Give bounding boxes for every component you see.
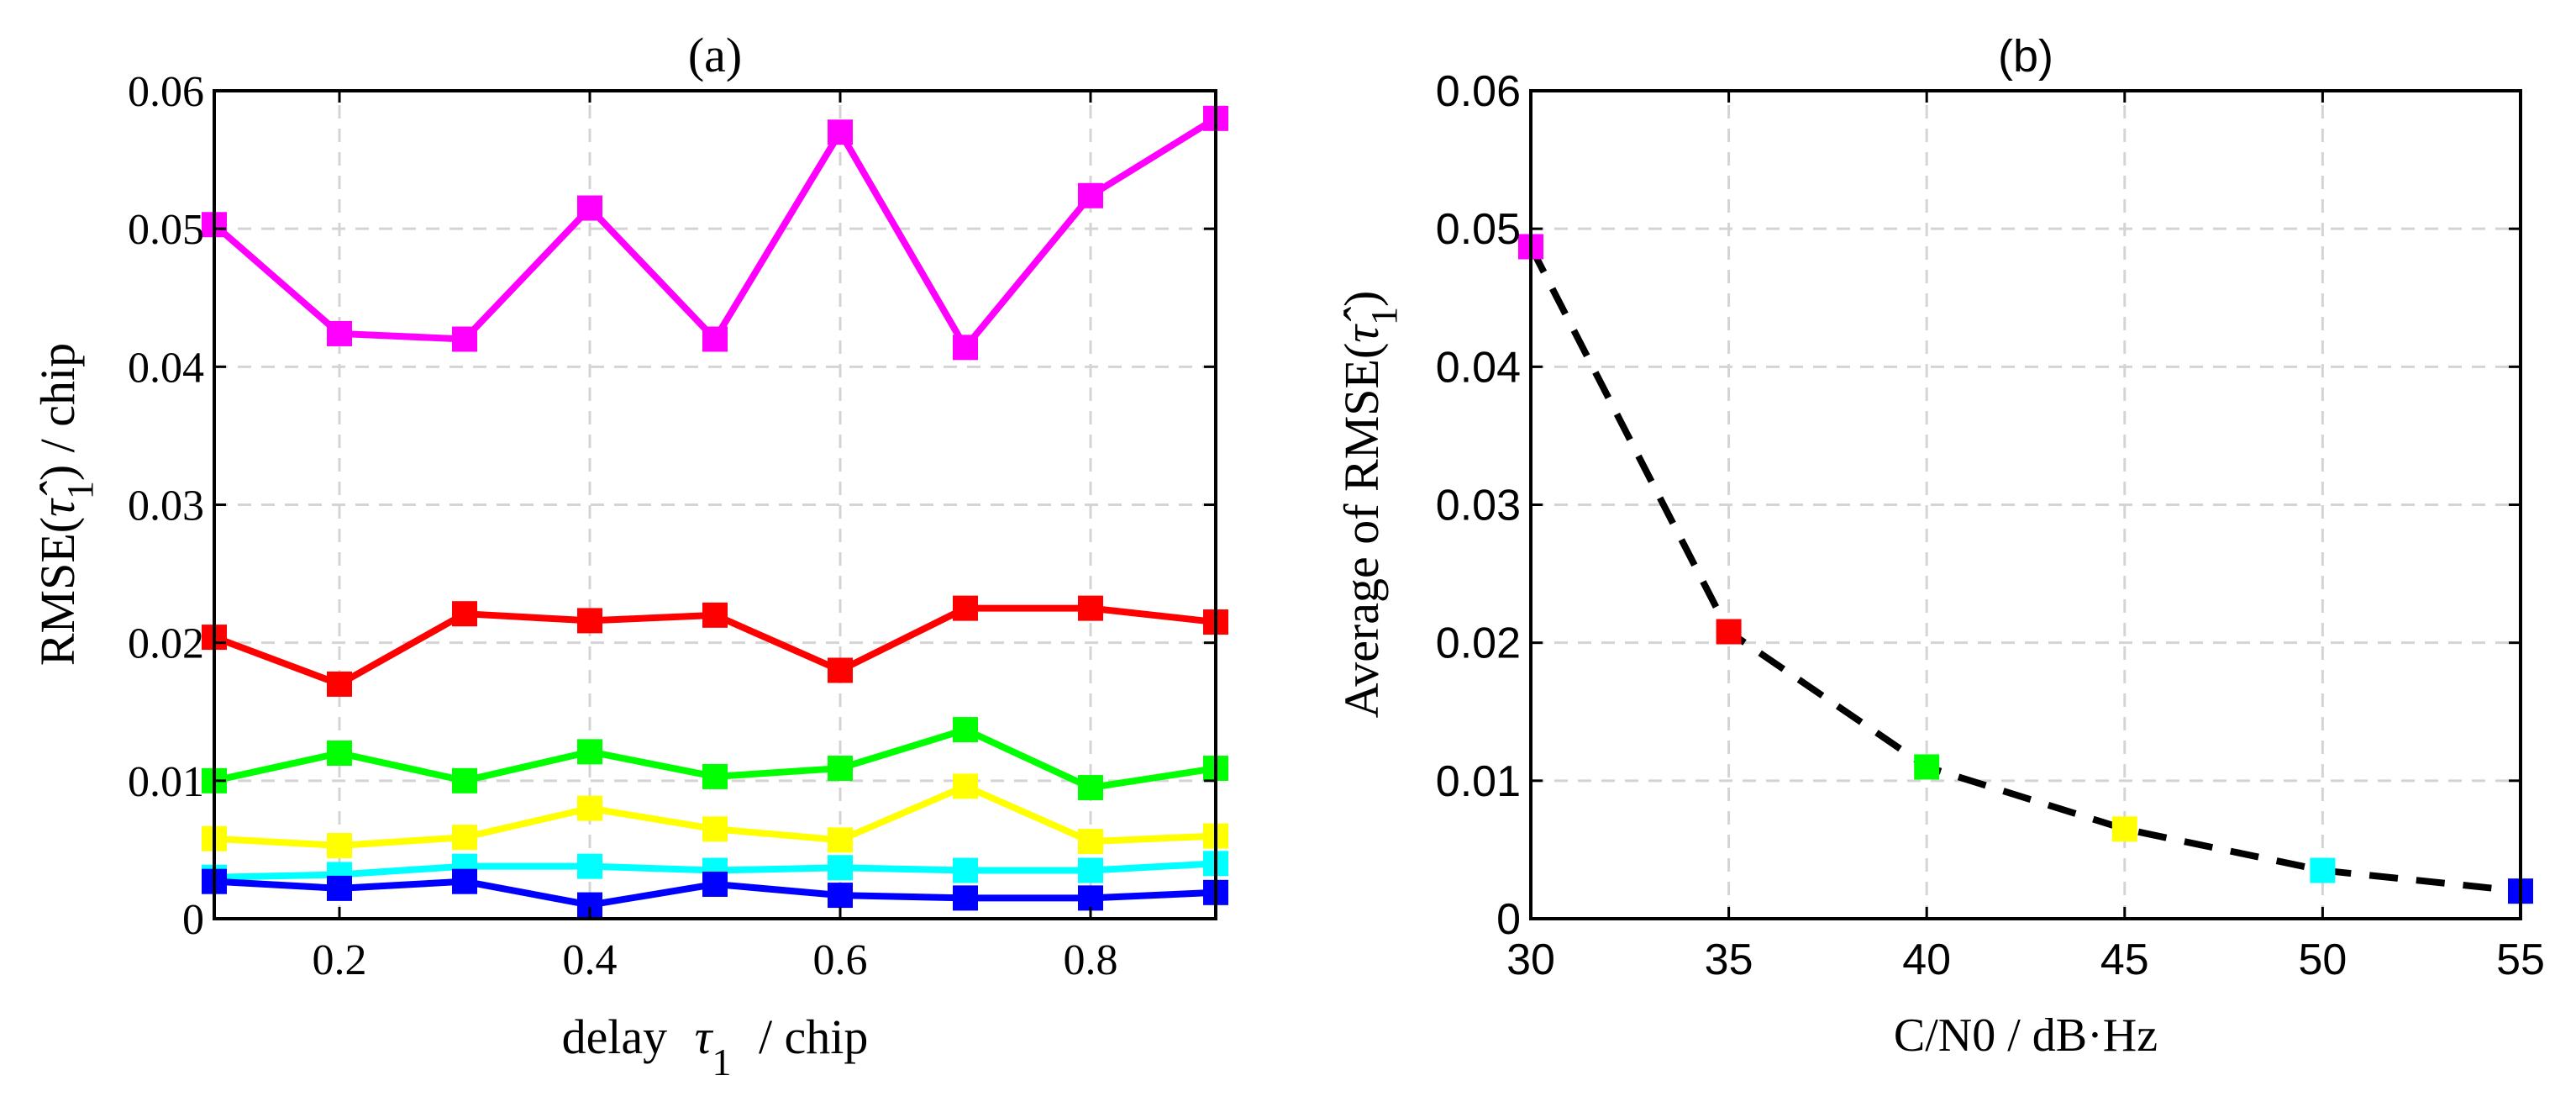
panel-title-a: (a) <box>688 28 742 82</box>
y-tick-label-a: 0 <box>182 896 204 944</box>
data-point-a-1 <box>953 595 978 621</box>
data-point-a-1 <box>327 671 352 697</box>
data-point-a-3 <box>953 773 978 799</box>
grid-a <box>214 91 1216 919</box>
y-axis-label-a-subscript: 1 <box>60 481 101 499</box>
y-tick-label-a: 0.02 <box>128 620 204 668</box>
y-tick-label-a: 0.04 <box>128 344 204 392</box>
data-point-a-3 <box>828 827 853 853</box>
y-axis-label-a: RMSE(τ̂1) / chip <box>30 343 101 666</box>
x-axis-label-a-unit: / chip <box>759 1009 868 1064</box>
x-tick-label-a: 0.6 <box>813 936 868 984</box>
y-tick-label-a: 0.01 <box>128 758 204 806</box>
y-axis-label-b-prefix: Average of RMSE( <box>1334 343 1389 719</box>
x-tick-label-b: 55 <box>2496 936 2545 984</box>
data-point-a-2 <box>577 739 602 765</box>
x-axis-label-a: delay τ1 / chip <box>562 1009 869 1086</box>
data-point-a-5 <box>452 868 477 894</box>
data-point-a-1 <box>577 608 602 634</box>
data-point-a-3 <box>452 825 477 851</box>
data-point-a-5 <box>702 871 728 897</box>
x-axis-label-a-subscript: 1 <box>712 1041 731 1083</box>
data-point-a-0 <box>828 119 853 145</box>
data-point-a-4 <box>828 855 853 881</box>
data-point-a-0 <box>577 195 602 221</box>
data-point-a-4 <box>577 853 602 879</box>
data-point-a-0 <box>327 320 352 346</box>
x-tick-label-b: 35 <box>1705 936 1753 984</box>
grid-b <box>1531 91 2521 919</box>
y-tick-label-b: 0.06 <box>1436 67 1521 116</box>
x-axis-label-b: C/N0 / dB·Hz <box>1894 1009 2158 1062</box>
x-tick-label-b: 50 <box>2298 936 2347 984</box>
y-tick-label-b: 0.01 <box>1436 757 1521 806</box>
data-point-b-3 <box>2111 816 2137 842</box>
x-tick-label-b: 30 <box>1506 936 1555 984</box>
series-line-b <box>1527 245 2521 895</box>
data-point-a-4 <box>1078 857 1103 883</box>
y-axis-label-a-suffix: ) / chip <box>30 343 85 481</box>
data-point-a-1 <box>1078 595 1103 621</box>
y-axis-label-b-subscript: 1 <box>1364 307 1405 325</box>
data-point-a-0 <box>702 326 728 352</box>
data-point-b-4 <box>2310 857 2336 883</box>
data-point-a-5 <box>828 883 853 909</box>
x-tick-label-a: 0.4 <box>563 936 618 984</box>
x-tick-label-b: 45 <box>2100 936 2149 984</box>
y-tick-label-b: 0.03 <box>1436 482 1521 530</box>
x-tick-label-a: 0.8 <box>1064 936 1118 984</box>
data-point-b-2 <box>1914 754 1940 780</box>
data-point-a-0 <box>953 335 978 361</box>
ticks-a: 0 0.01 0.02 0.03 0.04 0.05 0.06 0.2 0.4 0.6 0.8 <box>128 68 1216 984</box>
data-point-a-2 <box>953 717 978 743</box>
x-axis-label-a-text: delay <box>562 1009 668 1064</box>
series-line-b <box>1518 234 2533 904</box>
data-point-a-3 <box>1078 829 1103 855</box>
panel-b: 0 0.01 0.02 0.03 0.04 0.05 0.06 30 35 40 45 50 55 (b… <box>1334 31 2545 1062</box>
x-tick-label-a: 0.2 <box>313 936 367 984</box>
y-tick-label-a: 0.05 <box>128 206 204 254</box>
data-point-a-3 <box>702 816 728 842</box>
x-axis-label-a-symbol: τ <box>695 1009 714 1064</box>
data-point-a-4 <box>953 857 978 883</box>
y-tick-label-b: 0.02 <box>1436 619 1521 668</box>
data-point-a-0 <box>452 326 477 352</box>
data-point-a-2 <box>327 741 352 766</box>
data-point-a-2 <box>1078 775 1103 801</box>
data-point-b-1 <box>1716 619 1742 645</box>
ticks-b: 0 0.01 0.02 0.03 0.04 0.05 0.06 30 35 40 45 50 55 <box>1436 67 2545 984</box>
y-axis-label-a-prefix: RMSE( <box>30 517 85 666</box>
y-tick-label-a: 0.06 <box>128 68 204 116</box>
data-point-a-3 <box>577 795 602 821</box>
data-point-a-5 <box>327 875 352 901</box>
y-tick-label-b: 0.05 <box>1436 205 1521 254</box>
data-point-a-5 <box>953 885 978 911</box>
data-point-a-1 <box>452 601 477 627</box>
data-point-a-5 <box>1078 885 1103 911</box>
y-tick-label-a: 0.03 <box>128 482 204 530</box>
y-axis-label-b-suffix: ) <box>1334 291 1389 307</box>
data-point-a-0 <box>1078 182 1103 208</box>
data-point-a-2 <box>452 767 477 793</box>
y-tick-label-b: 0 <box>1496 895 1521 944</box>
data-point-a-1 <box>702 602 728 628</box>
panel-title-b: (b) <box>1998 31 2053 82</box>
y-tick-label-b: 0.04 <box>1436 343 1521 392</box>
data-point-a-3 <box>327 832 352 858</box>
data-point-a-2 <box>828 756 853 782</box>
data-point-a-1 <box>828 657 853 683</box>
x-tick-label-b: 40 <box>1902 936 1951 984</box>
panel-a: 0 0.01 0.02 0.03 0.04 0.05 0.06 0.2 0.4 0.6 0.8 (a… <box>30 28 1228 1086</box>
data-point-a-2 <box>702 763 728 789</box>
